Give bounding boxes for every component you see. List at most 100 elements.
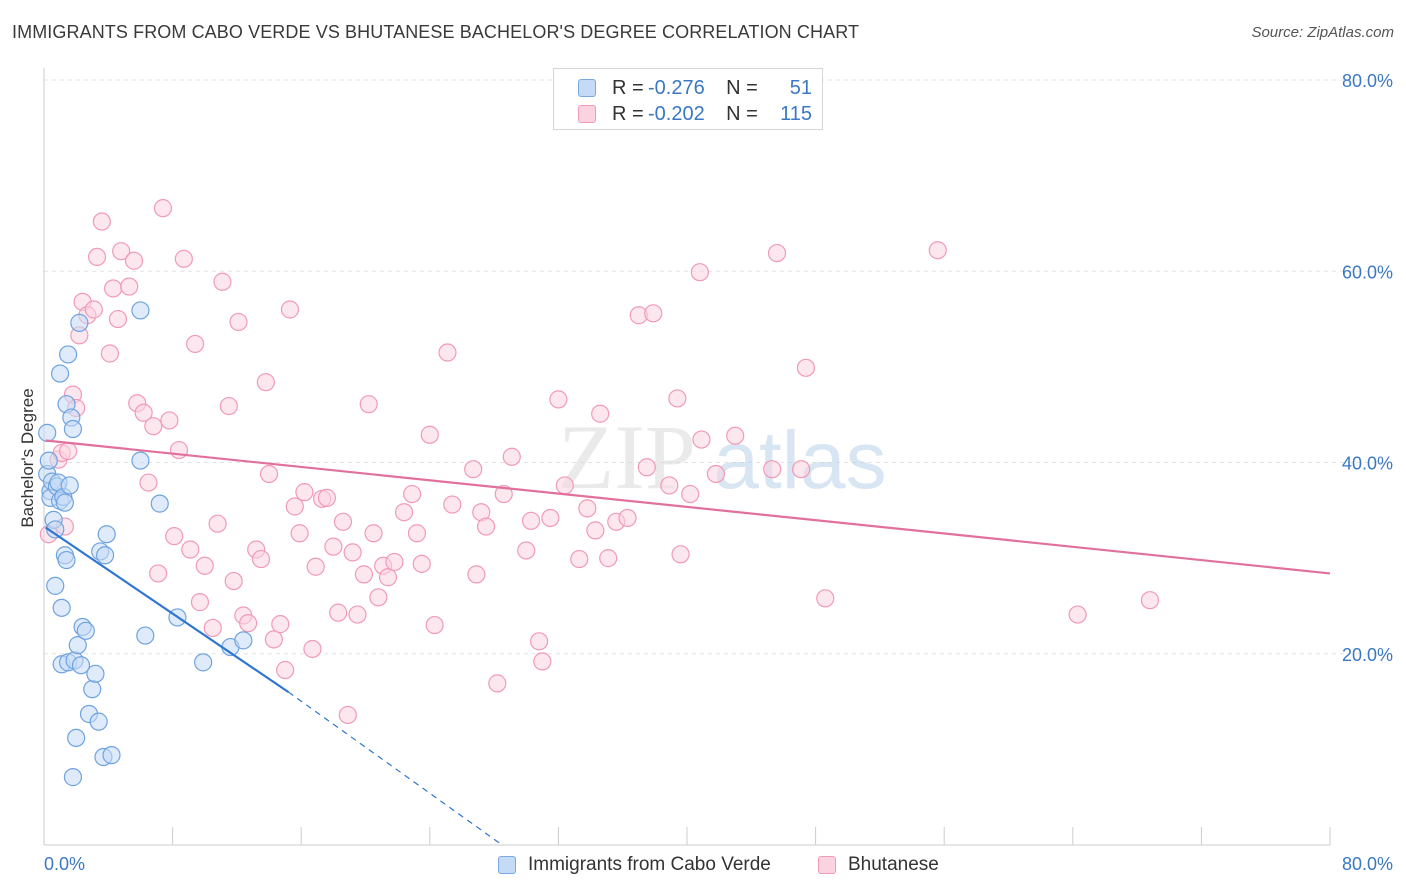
data-point-cabo-verde	[95, 546, 115, 565]
data-point-bhutanese	[502, 447, 521, 466]
data-point-bhutanese	[317, 488, 337, 507]
data-point-bhutanese	[618, 508, 637, 528]
data-point-cabo-verde	[131, 451, 150, 470]
data-point-bhutanese	[264, 630, 283, 649]
data-point-cabo-verde	[63, 768, 83, 787]
data-point-bhutanese	[476, 517, 496, 536]
data-point-bhutanese	[767, 243, 787, 263]
data-point-bhutanese	[928, 241, 947, 260]
data-point-bhutanese	[464, 460, 483, 479]
data-point-bhutanese	[108, 309, 128, 329]
data-point-bhutanese	[348, 605, 367, 624]
legend-r-label: R =	[612, 102, 644, 125]
data-point-bhutanese	[256, 373, 275, 392]
data-point-cabo-verde	[136, 626, 155, 645]
data-point-cabo-verde	[150, 494, 169, 513]
data-point-bhutanese	[324, 537, 343, 556]
data-point-cabo-verde	[67, 728, 86, 748]
y-tick-label: 20.0%	[1342, 645, 1393, 665]
data-point-bhutanese	[668, 389, 687, 408]
data-point-bhutanese	[104, 279, 123, 298]
data-point-cabo-verde	[46, 576, 65, 595]
data-point-cabo-verde	[76, 621, 95, 640]
data-point-cabo-verde	[57, 550, 76, 570]
data-point-bhutanese	[87, 247, 107, 267]
series-legend-item-bhutanese[interactable]: Bhutanese	[818, 852, 939, 878]
data-point-bhutanese	[153, 199, 173, 218]
series-bhutanese	[39, 199, 1160, 725]
data-point-bhutanese	[160, 411, 179, 430]
y-tick-label: 40.0%	[1342, 454, 1393, 474]
watermark: ZIP atlas	[558, 406, 887, 508]
data-point-bhutanese	[195, 556, 214, 575]
data-point-cabo-verde	[68, 636, 87, 655]
x-tick-label: 80.0%	[1342, 854, 1393, 874]
data-point-bhutanese	[364, 524, 383, 543]
data-point-cabo-verde	[83, 680, 102, 699]
chart-title: IMMIGRANTS FROM CABO VERDE VS BHUTANESE …	[12, 22, 860, 42]
data-point-bhutanese	[467, 565, 486, 584]
data-point-bhutanese	[530, 632, 549, 651]
data-point-cabo-verde	[89, 712, 108, 731]
trend-line-bhutanese	[45, 439, 1331, 575]
data-point-cabo-verde	[86, 664, 105, 683]
legend-swatch-pink	[578, 105, 596, 123]
trend-layer	[44, 439, 1331, 846]
data-point-bhutanese	[690, 263, 709, 282]
data-point-bhutanese	[120, 277, 139, 296]
data-point-bhutanese	[494, 484, 513, 504]
data-point-bhutanese	[1140, 591, 1160, 610]
data-point-bhutanese	[224, 571, 243, 591]
data-point-bhutanese	[329, 603, 348, 622]
data-point-bhutanese	[816, 589, 835, 608]
series-layer	[38, 199, 1160, 787]
data-point-bhutanese	[338, 705, 357, 725]
data-point-bhutanese	[186, 334, 205, 354]
y-tick-label: 80.0%	[1342, 71, 1393, 91]
data-point-bhutanese	[792, 460, 811, 479]
tick-labels: 20.0% 40.0% 60.0% 80.0% 0.0% 80.0%	[44, 71, 1393, 874]
data-point-cabo-verde	[102, 746, 121, 765]
data-point-bhutanese	[420, 425, 439, 444]
data-point-bhutanese	[92, 212, 111, 231]
data-point-cabo-verde	[70, 313, 89, 332]
data-point-bhutanese	[660, 476, 679, 495]
data-point-bhutanese	[213, 272, 232, 291]
data-point-bhutanese	[403, 484, 422, 504]
data-point-bhutanese	[796, 358, 816, 377]
watermark-zip: ZIP	[558, 406, 696, 508]
data-point-bhutanese	[190, 593, 210, 612]
y-tick-label: 60.0%	[1342, 262, 1393, 282]
data-point-bhutanese	[100, 344, 120, 363]
stats-legend: R = -0.276 N = 51 R = -0.202 N = 115	[553, 68, 823, 130]
data-point-bhutanese	[412, 554, 431, 573]
data-point-bhutanese	[333, 512, 353, 531]
data-point-bhutanese	[1068, 605, 1087, 624]
legend-r-value: -0.276	[648, 76, 705, 99]
data-point-bhutanese	[229, 312, 248, 332]
data-point-bhutanese	[343, 543, 362, 562]
data-point-bhutanese	[533, 652, 552, 671]
legend-n-value: 115	[780, 102, 812, 125]
data-point-bhutanese	[259, 464, 279, 484]
data-point-bhutanese	[174, 249, 193, 268]
data-point-cabo-verde	[52, 598, 71, 617]
data-point-bhutanese	[203, 618, 222, 638]
data-point-bhutanese	[599, 549, 618, 568]
data-point-bhutanese	[394, 503, 414, 522]
data-point-bhutanese	[303, 639, 322, 659]
data-point-cabo-verde	[59, 345, 78, 364]
data-point-bhutanese	[165, 527, 184, 546]
data-point-bhutanese	[271, 615, 290, 634]
data-point-bhutanese	[692, 430, 711, 449]
series-legend: Immigrants from Cabo Verde Bhutanese	[0, 852, 1406, 878]
data-point-cabo-verde	[234, 631, 253, 650]
gridlines	[44, 79, 1392, 655]
series-legend-item-cabo-verde[interactable]: Immigrants from Cabo Verde	[498, 852, 771, 878]
data-point-bhutanese	[425, 615, 444, 635]
data-point-bhutanese	[378, 568, 398, 587]
data-point-bhutanese	[306, 557, 325, 576]
legend-row-bhutanese: R = -0.202 N = 115	[578, 102, 812, 126]
data-point-bhutanese	[517, 541, 536, 560]
